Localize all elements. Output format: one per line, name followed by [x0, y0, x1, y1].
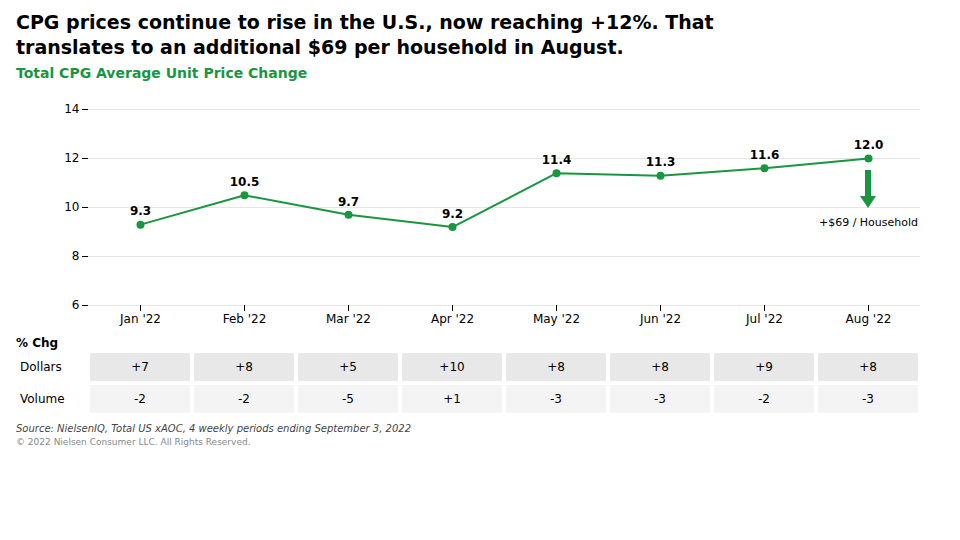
svg-text:9.2: 9.2 [442, 207, 463, 221]
html-text:+8: +8 [859, 360, 877, 375]
html-text:Total CPG Average Unit Price C: Total CPG Average Unit Price Change [16, 65, 308, 82]
html-text:-3: -3 [550, 392, 562, 407]
svg-text:9.3: 9.3 [130, 205, 151, 219]
svg-text:Aug '22: Aug '22 [846, 312, 892, 326]
svg-text:+$69 / Household: +$69 / Household [819, 216, 918, 229]
svg-text:Jul '22: Jul '22 [745, 312, 783, 326]
html-text:-2: -2 [238, 392, 250, 407]
svg-text:Jun '22: Jun '22 [639, 312, 681, 326]
svg-text:9.7: 9.7 [338, 195, 359, 209]
svg-text:14: 14 [64, 103, 79, 117]
html-text:+1: +1 [443, 392, 461, 407]
html-text:-3: -3 [654, 392, 666, 407]
html-text:Volume: Volume [20, 392, 65, 407]
html-text:-2: -2 [758, 392, 770, 407]
svg-text:10.5: 10.5 [230, 175, 260, 189]
svg-text:6: 6 [72, 299, 80, 313]
html-text:Source: NielsenIQ, Total US xA: Source: NielsenIQ, Total US xAOC, 4 week… [16, 423, 411, 435]
svg-text:Feb '22: Feb '22 [223, 312, 267, 326]
svg-text:Mar '22: Mar '22 [326, 312, 371, 326]
html-text:+9: +9 [755, 360, 773, 375]
html-text:% Chg: % Chg [16, 336, 59, 351]
html-text:-3: -3 [862, 392, 874, 407]
html-text:+5: +5 [339, 360, 357, 375]
svg-text:May '22: May '22 [533, 312, 580, 326]
html-text:-5: -5 [342, 392, 354, 407]
html-text:+7: +7 [131, 360, 149, 375]
svg-text:12: 12 [64, 152, 79, 166]
svg-text:12.0: 12.0 [854, 139, 884, 153]
svg-text:Jan '22: Jan '22 [119, 312, 161, 326]
html-text:-2: -2 [134, 392, 146, 407]
html-text:Dollars: Dollars [20, 360, 62, 375]
svg-text:11.4: 11.4 [542, 153, 572, 167]
html-text:+8: +8 [235, 360, 253, 375]
html-text:© 2022 Nielsen Consumer LLC. A: © 2022 Nielsen Consumer LLC. All Rights … [16, 437, 251, 448]
svg-text:10: 10 [64, 201, 79, 215]
svg-text:11.3: 11.3 [646, 156, 676, 170]
html-text:+10: +10 [439, 360, 465, 375]
html-text:+8: +8 [547, 360, 565, 375]
html-text:CPG prices continue to rise in: CPG prices continue to rise in the U.S.,… [16, 11, 714, 33]
html-text:+8: +8 [651, 360, 669, 375]
svg-text:11.6: 11.6 [750, 149, 780, 163]
svg-text:Apr '22: Apr '22 [431, 312, 474, 326]
html-text:translates to an additional $6: translates to an additional $69 per hous… [16, 35, 624, 58]
svg-text:8: 8 [72, 250, 80, 264]
